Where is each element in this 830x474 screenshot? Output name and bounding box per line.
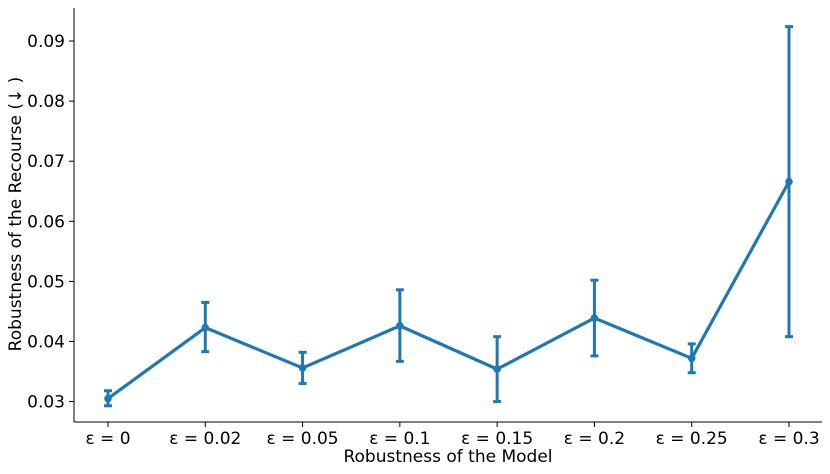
x-tick-label: ε = 0.2 bbox=[564, 429, 625, 449]
data-point bbox=[396, 322, 404, 330]
series bbox=[104, 177, 793, 403]
x-tick-label: ε = 0.05 bbox=[267, 429, 339, 449]
data-point bbox=[298, 364, 307, 372]
data-point bbox=[201, 323, 210, 332]
y-tick-label: 0.06 bbox=[27, 212, 65, 232]
data-point bbox=[785, 177, 793, 186]
y-tick-label: 0.09 bbox=[27, 32, 65, 52]
x-tick-label: ε = 0.3 bbox=[758, 429, 819, 449]
x-tick-label: ε = 0.1 bbox=[369, 429, 430, 449]
data-point bbox=[493, 365, 501, 373]
data-point bbox=[104, 394, 112, 403]
y-tick-label: 0.04 bbox=[27, 332, 65, 352]
y-tick-label: 0.03 bbox=[27, 393, 65, 413]
x-tick-label: ε = 0.25 bbox=[656, 429, 728, 449]
axes bbox=[73, 8, 822, 423]
series-line bbox=[107, 180, 791, 400]
y-tick-label: 0.05 bbox=[27, 272, 65, 292]
x-ticks: ε = 0 ε = 0.02 ε = 0.05 ε = 0.1 ε = 0.15 ε = … bbox=[85, 422, 820, 449]
x-tick-label: ε = 0 bbox=[85, 429, 130, 449]
y-tick-label: 0.07 bbox=[27, 152, 65, 172]
data-point bbox=[687, 354, 696, 363]
x-tick-label: ε = 0.02 bbox=[169, 429, 241, 449]
y-tick-label: 0.08 bbox=[27, 92, 65, 112]
y-axis-label: Robustness of the Recourse (↓ ) bbox=[6, 77, 26, 352]
y-ticks: 0.03 0.04 0.05 0.06 0.07 0.08 0.09 bbox=[27, 32, 74, 413]
data-point bbox=[590, 314, 599, 322]
x-axis-label: Robustness of the Model bbox=[343, 447, 552, 467]
x-tick-label: ε = 0.15 bbox=[461, 429, 533, 449]
